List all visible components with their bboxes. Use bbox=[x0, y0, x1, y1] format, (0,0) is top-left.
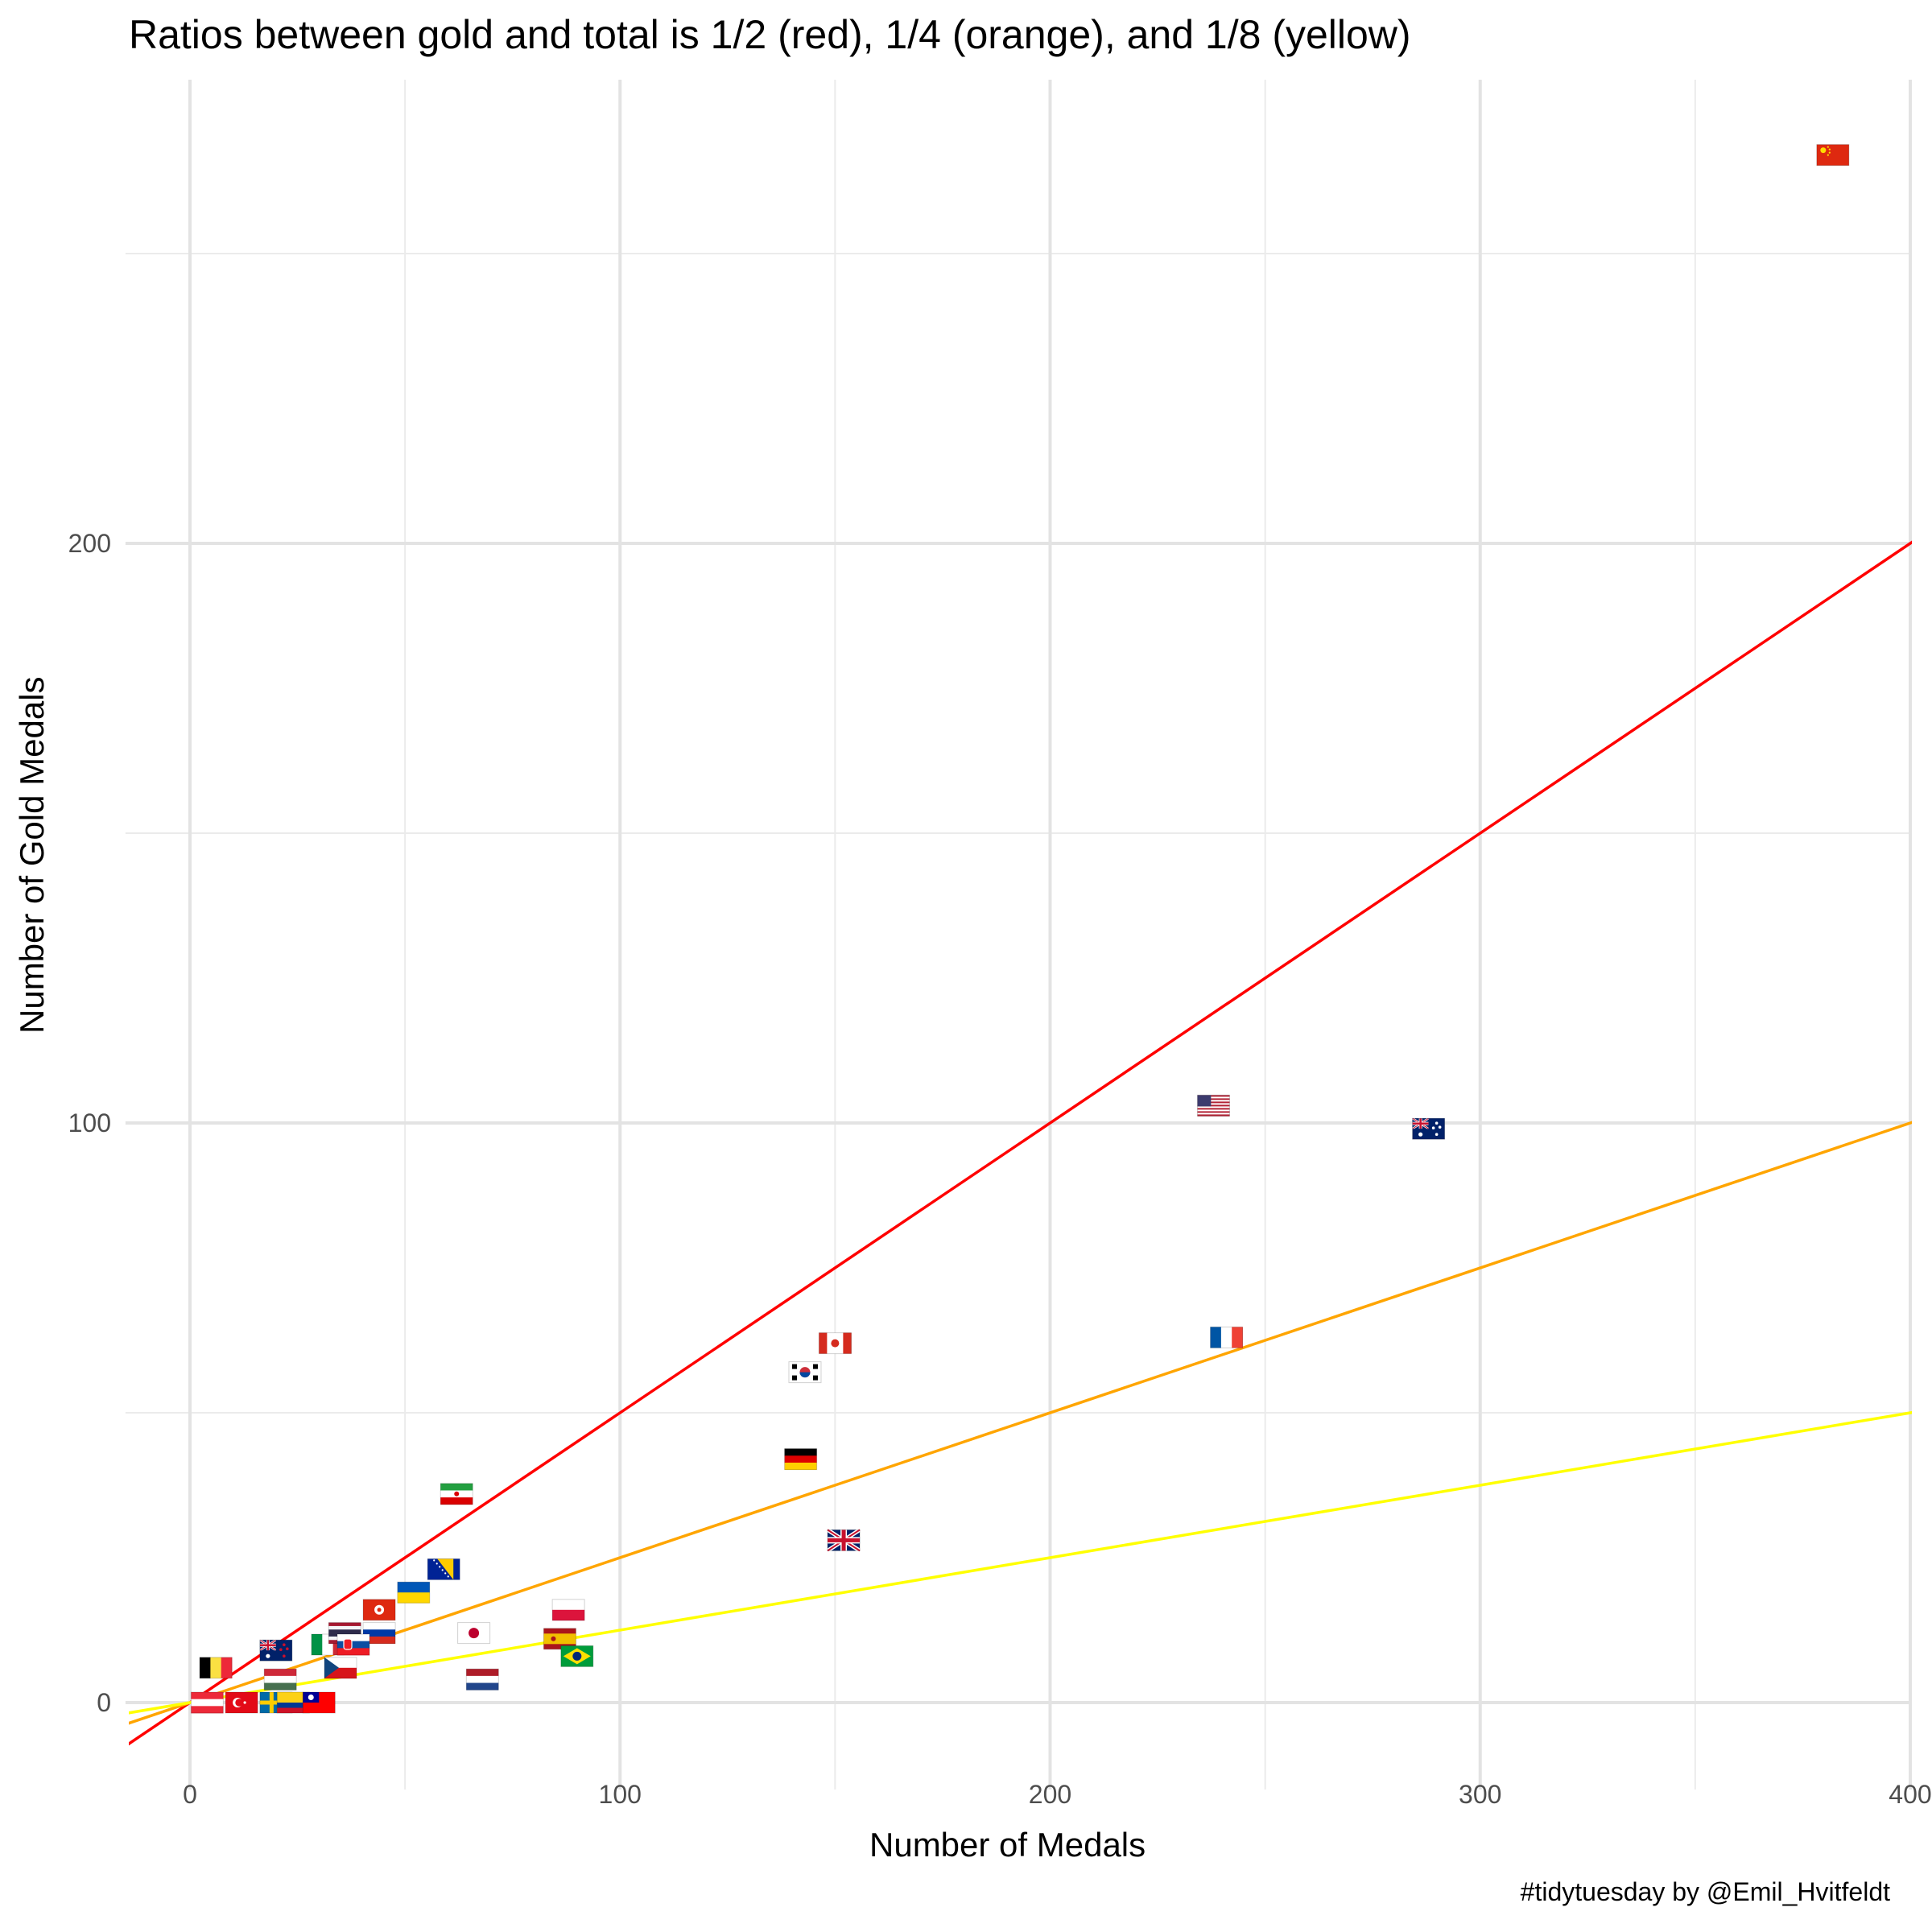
flag-sk-icon: Slovakia bbox=[336, 1633, 370, 1656]
flag-ba-icon: Bosnia and Herzegovina bbox=[427, 1558, 460, 1580]
y-tick-label: 100 bbox=[68, 1108, 111, 1137]
flag-us-icon: United States bbox=[1197, 1094, 1231, 1117]
chart-title: Ratios between gold and total is 1/2 (re… bbox=[129, 12, 1411, 57]
flag-au-icon: Australia bbox=[1412, 1117, 1446, 1140]
flag-tr-icon: Turkey bbox=[225, 1691, 258, 1714]
flag-fr-icon: France bbox=[1210, 1326, 1244, 1348]
flag-gb-icon: Great Britain bbox=[826, 1528, 861, 1553]
flag-hk-icon: Hong Kong bbox=[362, 1599, 396, 1621]
x-tick-label: 300 bbox=[1459, 1780, 1501, 1809]
flag-at-icon: Austria bbox=[190, 1691, 224, 1714]
x-tick-label: 100 bbox=[599, 1780, 642, 1809]
flag-cz-icon: Czech Republic bbox=[324, 1657, 357, 1679]
flag-de-icon: Germany bbox=[784, 1448, 818, 1471]
flag-nl-icon: Netherlands bbox=[465, 1668, 499, 1690]
flag-br-icon: Brazil bbox=[560, 1645, 594, 1667]
x-axis-ticks: 0 100 200 300 400 bbox=[183, 1780, 1932, 1809]
flag-pl-icon: Poland bbox=[551, 1599, 585, 1621]
data-points: China United States Australia France Canada S… bbox=[190, 144, 1850, 1714]
y-axis-ticks: 0 100 200 bbox=[68, 529, 111, 1717]
y-axis-label: Number of Gold Medals bbox=[13, 676, 51, 1034]
flag-kr-icon: South Korea bbox=[788, 1361, 822, 1384]
flag-ca-icon: Canada bbox=[818, 1332, 852, 1355]
x-tick-label: 200 bbox=[1029, 1780, 1071, 1809]
chart-caption: #tidytuesday by @Emil_Hvitfeldt bbox=[1520, 1877, 1890, 1906]
reference-line-3 bbox=[129, 1410, 1912, 1715]
flag-ir-icon: Iran bbox=[440, 1483, 473, 1505]
flag-ua-icon: Ukraine bbox=[397, 1581, 431, 1604]
x-tick-label: 400 bbox=[1889, 1780, 1931, 1809]
flag-tw-icon: Taiwan bbox=[302, 1691, 336, 1714]
reference-line-2 bbox=[129, 1121, 1912, 1725]
y-tick-label: 200 bbox=[68, 529, 111, 558]
reference-line-1 bbox=[129, 540, 1912, 1746]
flag-hu-icon: Hungary bbox=[263, 1668, 297, 1690]
flag-jp-icon: Japan bbox=[457, 1622, 491, 1645]
y-tick-label: 0 bbox=[97, 1688, 111, 1717]
flag-es-icon: Spain bbox=[543, 1628, 576, 1650]
reference-lines bbox=[129, 540, 1912, 1746]
x-tick-label: 0 bbox=[183, 1780, 197, 1809]
flag-be-icon: Belgium bbox=[199, 1657, 233, 1679]
flag-nz-icon: New Zealand bbox=[259, 1639, 293, 1662]
flag-ru-icon: Russia bbox=[362, 1622, 396, 1645]
grid bbox=[125, 80, 1912, 1790]
x-axis-label: Number of Medals bbox=[869, 1826, 1146, 1864]
flag-cn-icon: China bbox=[1816, 144, 1850, 167]
